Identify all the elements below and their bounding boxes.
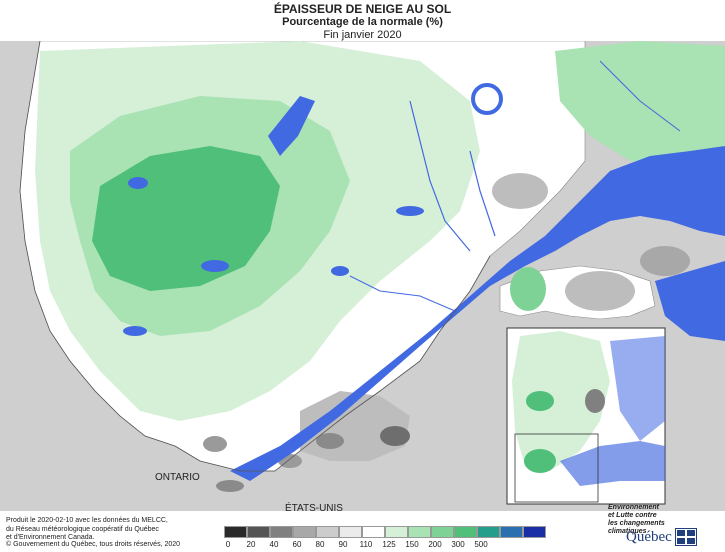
org-line-2: et Lutte contre xyxy=(608,512,657,519)
legend-swatch xyxy=(293,526,316,538)
credits-line-1: Produit le 2020-02-10 avec les données d… xyxy=(6,517,168,524)
lake-1 xyxy=(128,177,148,189)
snow-zone-deficit-6 xyxy=(492,173,548,209)
lake-saint-jean xyxy=(331,266,349,276)
legend-swatch xyxy=(454,526,477,538)
legend-swatch xyxy=(431,526,454,538)
inset-map xyxy=(506,327,666,505)
legend-swatch xyxy=(339,526,362,538)
legend-swatch xyxy=(408,526,431,538)
snow-zone-deficit-7 xyxy=(565,271,635,311)
map-title: ÉPAISSEUR DE NEIGE AU SOL xyxy=(273,2,452,16)
quebec-wordmark: Québec xyxy=(626,528,672,545)
legend-tick-label: 0 xyxy=(225,540,231,549)
legend-swatch xyxy=(385,526,408,538)
org-line-3: les changements xyxy=(608,520,665,527)
provincial-border xyxy=(19,41,491,472)
label-usa: ÉTATS-UNIS xyxy=(285,501,343,511)
legend-swatch xyxy=(247,526,270,538)
snow-zone-deficit-8 xyxy=(640,246,690,276)
legend-tick-label: 110 xyxy=(359,540,373,549)
legend-swatch xyxy=(523,526,546,538)
snow-depth-map: ONTARIO ÉTATS-UNIS xyxy=(0,41,725,511)
legend-tick-label: 20 xyxy=(246,540,256,549)
legend-swatch xyxy=(477,526,500,538)
map-subtitle: Pourcentage de la normale (%) xyxy=(282,16,443,28)
credits-line-3: et d'Environnement Canada. xyxy=(6,534,95,541)
river-4 xyxy=(599,60,681,132)
label-ontario: ONTARIO xyxy=(155,472,200,483)
lake-3 xyxy=(123,326,147,336)
legend-ticks: 0 20 40 60 80 90 110 125 150 200 300 500 xyxy=(224,538,504,550)
manicouagan-reservoir xyxy=(471,83,503,115)
legend-tick-label: 150 xyxy=(405,540,419,549)
legend-tick-label: 500 xyxy=(474,540,488,549)
legend-swatch xyxy=(362,526,385,538)
river-1 xyxy=(409,100,471,252)
legend-swatches xyxy=(224,526,546,538)
credits-line-2: du Réseau météorologique coopératif du Q… xyxy=(6,525,159,533)
legend-tick-label: 90 xyxy=(338,540,348,549)
legend-tick-label: 80 xyxy=(315,540,325,549)
snow-zone-gaspe xyxy=(510,267,546,311)
legend-swatch xyxy=(270,526,293,538)
snow-zone-deficit-core xyxy=(380,426,410,446)
lake-mistassini xyxy=(268,96,315,156)
organization-name: Environnement et Lutte contre les change… xyxy=(608,504,720,536)
legend-tick-label: 60 xyxy=(292,540,302,549)
legend-tick-label: 40 xyxy=(269,540,279,549)
river-3 xyxy=(349,275,456,312)
legend-swatch xyxy=(224,526,247,538)
legend: 0 20 40 60 80 90 110 125 150 200 300 500 xyxy=(224,526,546,550)
lake-2 xyxy=(201,260,229,272)
snow-zone-deficit-2 xyxy=(316,433,344,449)
st-lawrence-river xyxy=(230,146,725,481)
river-2 xyxy=(469,150,496,237)
fleurdelise-flag-icon xyxy=(674,528,697,546)
copyright: © Gouvernement du Québec, tous droits ré… xyxy=(6,541,181,548)
legend-swatch xyxy=(316,526,339,538)
legend-tick-label: 125 xyxy=(382,540,396,549)
org-line-4: climatiques xyxy=(608,528,647,535)
lake-4 xyxy=(396,206,424,216)
legend-tick-label: 300 xyxy=(451,540,465,549)
map-period: Fin janvier 2020 xyxy=(323,29,402,41)
quebec-logo: Québec xyxy=(626,528,697,546)
legend-swatch xyxy=(500,526,523,538)
org-line-1: Environnement xyxy=(608,504,659,511)
snow-zone-deficit-5 xyxy=(216,480,244,492)
snow-zone-deficit-4 xyxy=(203,436,227,452)
legend-tick-label: 200 xyxy=(428,540,442,549)
credits: Produit le 2020-02-10 avec les données d… xyxy=(6,517,168,543)
gulf-of-st-lawrence xyxy=(655,261,725,341)
title-block: ÉPAISSEUR DE NEIGE AU SOL Pourcentage de… xyxy=(0,0,725,42)
snow-zone-ne xyxy=(555,41,725,166)
